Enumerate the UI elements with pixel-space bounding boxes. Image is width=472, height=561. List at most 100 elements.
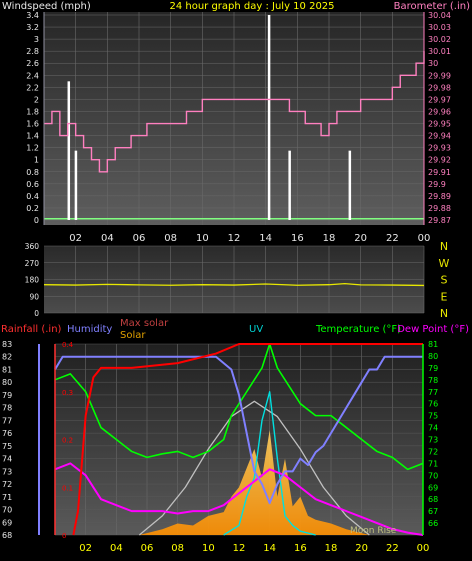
barometer-tick-label: 30 xyxy=(428,59,438,68)
wind-gust-bar xyxy=(267,15,271,220)
temperature-tick-label: 67 xyxy=(428,507,438,516)
temperature-tick-label: 77 xyxy=(428,388,438,397)
direction-tick-label: 90 xyxy=(29,292,39,301)
rainfall-tick-label: 0.1 xyxy=(62,484,73,492)
windspeed-axis-ticks: 0 0.2 0.4 0.6 0.8 1 1.2 1.4 1.6 1.8 2 2.2 2.4 2.6 2.8 3… xyxy=(26,11,39,225)
hour-tick-label: 02 xyxy=(69,233,82,244)
moon-rise-label: Moon Rise xyxy=(350,526,397,536)
temperature-tick-label: 78 xyxy=(428,376,438,385)
windspeed-tick-label: 0 xyxy=(34,216,39,225)
windspeed-tick-label: 1.8 xyxy=(26,107,39,116)
wind-direction-layer xyxy=(43,282,425,287)
hour-tick-label: 18 xyxy=(323,233,336,244)
hour-tick-label: 14 xyxy=(259,233,272,244)
hour-tick-label: 20 xyxy=(354,233,367,244)
uv-line xyxy=(223,391,316,536)
wind-gust-bar xyxy=(348,150,352,220)
humidity-tick-label: 72 xyxy=(2,480,12,489)
dew-point-label: Dew Point (°F) xyxy=(397,324,469,335)
hour-tick-label: 04 xyxy=(101,233,114,244)
wind-direction-line xyxy=(43,282,425,287)
temperature-tick-label: 72 xyxy=(428,447,438,456)
temperature-tick-label: 80 xyxy=(428,352,438,361)
windspeed-tick-label: 3 xyxy=(34,35,39,44)
barometer-tick-label: 30.03 xyxy=(428,23,451,32)
temperature-tick-label: 76 xyxy=(428,400,438,409)
humidity-tick-label: 71 xyxy=(2,493,12,502)
rainfall-tick-label: 0.3 xyxy=(62,389,73,397)
rainfall-tick-label: 0.4 xyxy=(62,341,74,349)
temperature-tick-label: 66 xyxy=(428,519,438,528)
hour-tick-label: 14 xyxy=(263,543,276,554)
humidity-tick-label: 77 xyxy=(2,416,12,425)
hour-tick-label: 10 xyxy=(202,543,215,554)
temperature-label: Temperature (°F) xyxy=(315,324,401,335)
windspeed-tick-label: 2.8 xyxy=(26,47,39,56)
barometer-line-layer xyxy=(44,51,425,173)
hour-tick-label: 20 xyxy=(355,543,368,554)
rainfall-tick-label: 0 xyxy=(62,532,66,540)
hour-tick-label: 16 xyxy=(291,233,304,244)
barometer-tick-label: 29.87 xyxy=(428,216,451,225)
barometer-tick-label: 29.92 xyxy=(428,156,451,165)
barometer-tick-label: 29.93 xyxy=(428,144,451,153)
temperature-tick-label: 71 xyxy=(428,459,438,468)
windspeed-tick-label: 0.4 xyxy=(26,192,39,201)
barometer-tick-label: 29.88 xyxy=(428,204,451,213)
humidity-tick-label: 68 xyxy=(2,531,12,540)
humidity-tick-label: 79 xyxy=(2,391,12,400)
wind-gust-bars xyxy=(44,15,424,220)
compass-letter: W xyxy=(439,257,450,270)
wind-gust-bar xyxy=(67,81,71,220)
compass-letter: N xyxy=(440,240,448,253)
windspeed-tick-label: 3.2 xyxy=(26,23,39,32)
windspeed-tick-label: 2 xyxy=(34,95,39,104)
dew-point-line xyxy=(54,462,424,536)
compass-letter: N xyxy=(440,307,448,320)
temperature-tick-label: 75 xyxy=(428,412,438,421)
compass-letter: S xyxy=(441,274,448,287)
temperature-line xyxy=(54,343,424,471)
direction-tick-label: 270 xyxy=(25,259,40,268)
hour-tick-label: 16 xyxy=(294,543,307,554)
direction-tick-label: 180 xyxy=(25,276,40,285)
humidity-tick-label: 73 xyxy=(2,467,12,476)
barometer-tick-label: 29.94 xyxy=(428,132,451,141)
hour-tick-label: 02 xyxy=(79,543,92,554)
barometer-tick-label: 29.97 xyxy=(428,95,451,104)
bottom-hour-ticks: 02 04 06 08 10 12 14 16 18 20 22 00 xyxy=(79,543,429,554)
temperature-tick-label: 69 xyxy=(428,483,438,492)
humidity-tick-label: 81 xyxy=(2,365,12,374)
humidity-line xyxy=(54,355,423,505)
humidity-axis-ticks: 68 69 70 71 72 73 74 75 76 77 78 79 80 81 82 83 xyxy=(2,340,12,540)
windspeed-tick-label: 1 xyxy=(34,156,39,165)
max-solar-label: Max solar xyxy=(120,318,169,329)
temperature-tick-label: 79 xyxy=(428,364,438,373)
windspeed-tick-label: 1.6 xyxy=(26,120,39,129)
hour-tick-label: 10 xyxy=(196,233,209,244)
windspeed-tick-label: 1.2 xyxy=(26,144,39,153)
windspeed-tick-label: 2.6 xyxy=(26,59,39,68)
hour-tick-label: 12 xyxy=(228,233,241,244)
uv-label: UV xyxy=(249,324,263,335)
windspeed-tick-label: 0.2 xyxy=(26,204,39,213)
humidity-tick-label: 80 xyxy=(2,378,12,387)
humidity-tick-label: 82 xyxy=(2,353,12,362)
barometer-tick-label: 29.98 xyxy=(428,83,451,92)
humidity-tick-label: 83 xyxy=(2,340,12,349)
barometer-tick-label: 29.95 xyxy=(428,120,451,129)
hour-tick-label: 00 xyxy=(418,233,431,244)
hour-tick-label: 08 xyxy=(171,543,184,554)
hour-tick-label: 22 xyxy=(386,543,399,554)
temperature-axis-ticks: 66 67 68 69 70 71 72 73 74 75 76 77 78 79 80 81 xyxy=(428,340,438,528)
direction-tick-label: 0 xyxy=(34,309,39,318)
wind-gust-bar xyxy=(288,150,291,220)
barometer-tick-label: 30.04 xyxy=(428,11,451,20)
temperature-tick-label: 70 xyxy=(428,471,438,480)
bottom-series-layer xyxy=(54,343,424,536)
temperature-tick-label: 73 xyxy=(428,436,438,445)
graph-date-title: 24 hour graph day : July 10 2025 xyxy=(169,1,334,12)
barometer-tick-label: 29.9 xyxy=(428,180,446,189)
hour-tick-label: 06 xyxy=(133,233,146,244)
